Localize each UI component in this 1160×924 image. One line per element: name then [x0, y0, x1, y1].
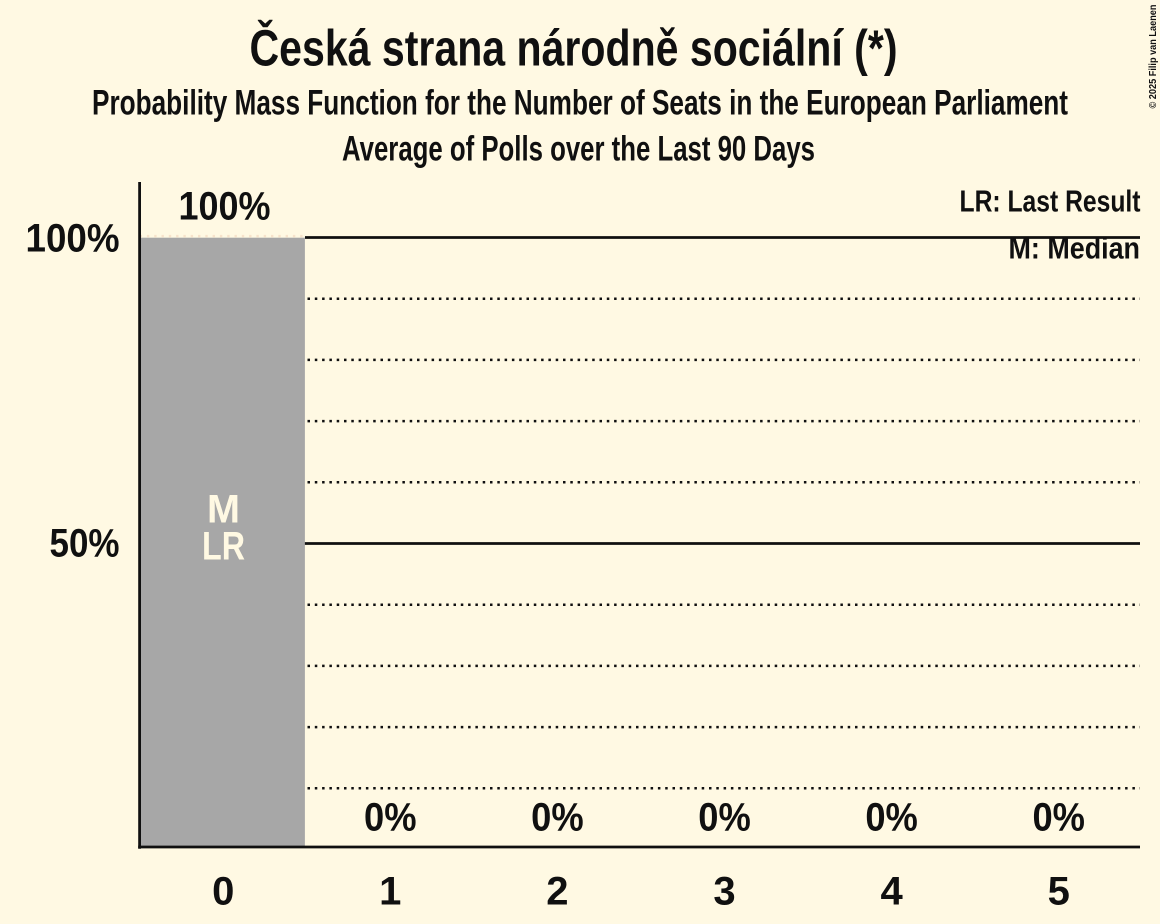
- svg-text:LR: Last Result: LR: Last Result: [960, 184, 1141, 219]
- svg-text:0%: 0%: [531, 796, 584, 840]
- svg-text:5: 5: [1048, 870, 1070, 914]
- svg-text:0%: 0%: [865, 796, 918, 840]
- svg-text:4: 4: [880, 870, 903, 914]
- svg-text:100%: 100%: [26, 216, 120, 260]
- svg-text:0%: 0%: [698, 796, 751, 840]
- svg-text:50%: 50%: [50, 521, 120, 565]
- svg-text:© 2025 Filip van Laenen: © 2025 Filip van Laenen: [1148, 5, 1159, 109]
- svg-text:Probability Mass Function for: Probability Mass Function for the Number…: [92, 84, 1068, 123]
- svg-text:LR: LR: [202, 525, 245, 569]
- svg-text:Average of Polls over the Last: Average of Polls over the Last 90 Days: [342, 130, 815, 169]
- svg-text:0%: 0%: [1032, 796, 1085, 840]
- svg-text:100%: 100%: [179, 184, 271, 228]
- svg-text:0: 0: [212, 870, 234, 914]
- svg-text:3: 3: [713, 870, 735, 914]
- svg-text:M: Median: M: Median: [1009, 231, 1141, 266]
- svg-text:2: 2: [546, 870, 568, 914]
- svg-text:Česká strana národně sociální: Česká strana národně sociální (*): [250, 19, 898, 77]
- svg-text:0%: 0%: [364, 796, 417, 840]
- svg-text:1: 1: [379, 870, 401, 914]
- svg-text:M: M: [207, 487, 240, 531]
